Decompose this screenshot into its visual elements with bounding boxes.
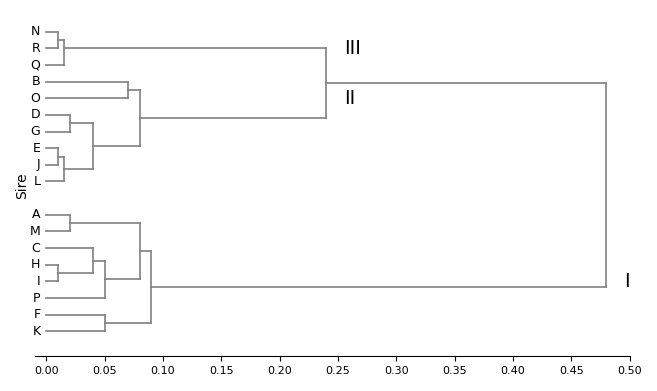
Text: B: B — [32, 75, 40, 88]
Text: II: II — [344, 89, 355, 108]
Text: H: H — [31, 258, 40, 271]
Text: K: K — [32, 325, 40, 338]
Text: N: N — [31, 25, 40, 38]
Text: F: F — [34, 308, 40, 321]
Text: M: M — [30, 225, 40, 238]
Text: I: I — [37, 275, 40, 288]
Text: Q: Q — [30, 58, 40, 72]
Y-axis label: Sire: Sire — [15, 172, 29, 199]
Text: A: A — [32, 208, 40, 221]
Text: P: P — [33, 292, 40, 305]
Text: I: I — [624, 272, 629, 291]
Text: D: D — [31, 108, 40, 121]
Text: C: C — [32, 242, 40, 255]
Text: III: III — [344, 39, 361, 58]
Text: O: O — [30, 92, 40, 105]
Text: R: R — [32, 42, 40, 55]
Text: E: E — [32, 142, 40, 155]
Text: J: J — [37, 158, 40, 171]
Text: G: G — [31, 125, 40, 138]
Text: L: L — [34, 175, 40, 188]
